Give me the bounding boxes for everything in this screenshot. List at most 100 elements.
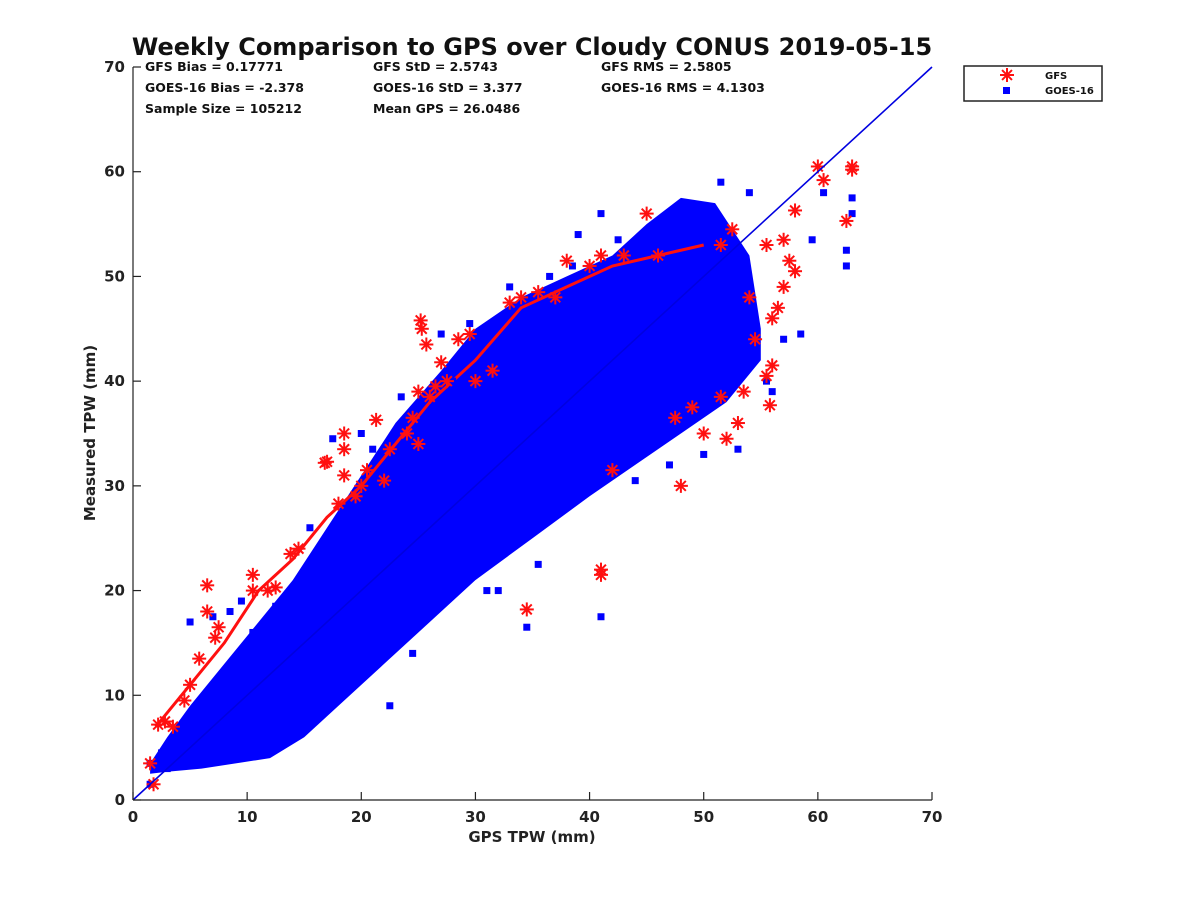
gfs-point [146, 777, 161, 792]
gfs-dense-fringe [154, 243, 705, 728]
x-tick-label: 50 [693, 808, 714, 826]
gfs-point [337, 468, 352, 483]
goes-16-point [808, 236, 816, 244]
x-ticks: 0 10 20 30 40 50 60 70 [128, 792, 942, 826]
stat-gfs-std: GFS StD = 2.5743 [373, 59, 498, 74]
gfs-point [354, 478, 369, 493]
goes-16-point [437, 330, 445, 338]
gfs-point [283, 546, 298, 561]
gfs-point [268, 580, 283, 595]
y-tick-label: 10 [104, 686, 125, 704]
goes-16-point [420, 597, 428, 605]
gfs-point [593, 562, 608, 577]
goes-16-point [842, 246, 850, 254]
gfs-point [531, 285, 546, 300]
axes: 0 10 20 30 40 50 60 70 0 10 20 30 40 50 60 70 [104, 58, 942, 826]
gfs-point [462, 327, 477, 342]
legend-gfs-asterisk [1000, 68, 1014, 82]
legend-goes-label: GOES-16 [1045, 86, 1094, 97]
x-tick-label: 60 [807, 808, 828, 826]
goes-16-point [768, 388, 776, 396]
gfs-point [414, 321, 429, 336]
goes-16-point [369, 445, 377, 453]
goes-16-point [780, 335, 788, 343]
goes-16-point [483, 587, 491, 595]
gfs-point [245, 583, 260, 598]
chart-title: Weekly Comparison to GPS over Cloudy CON… [132, 33, 932, 61]
y-tick-label: 40 [104, 372, 125, 390]
gfs-point [331, 496, 346, 511]
goes-16-point [631, 477, 639, 485]
gfs-point [439, 374, 454, 389]
gfs-point [200, 604, 215, 619]
gfs-point [616, 248, 631, 263]
gfs-point [419, 337, 434, 352]
x-tick-label: 10 [237, 808, 258, 826]
goes-16-point [734, 445, 742, 453]
legend-box [963, 65, 1103, 102]
goes-16-point [186, 618, 194, 626]
dense-point-clouds [150, 197, 761, 774]
goes-16-point [249, 628, 257, 636]
gfs-point [762, 398, 777, 413]
gfs-point [713, 389, 728, 404]
goes-16-point [158, 749, 166, 757]
gfs-point [788, 203, 803, 218]
gfs-point [742, 290, 757, 305]
gfs-point [399, 426, 414, 441]
gfs-point [776, 232, 791, 247]
gfs-point [428, 379, 443, 394]
gfs-point [685, 400, 700, 415]
goes-16-point [597, 613, 605, 621]
gfs-point [559, 253, 574, 268]
gfs-point [548, 290, 563, 305]
y-ticks: 0 10 20 30 40 50 60 70 [104, 58, 141, 809]
gfs-point [143, 756, 158, 771]
gfs-point [770, 300, 785, 315]
one-to-one-line [132, 66, 933, 801]
y-tick-label: 0 [115, 791, 125, 809]
stat-gfs-bias: GFS Bias = 0.17771 [145, 59, 283, 74]
gfs-point [736, 384, 751, 399]
gfs-point [183, 677, 198, 692]
gfs-point [348, 489, 363, 504]
y-tick-label: 50 [104, 267, 125, 285]
gfs-point [165, 719, 180, 734]
legend-gfs-marker [1000, 68, 1014, 82]
scatter-points [143, 159, 860, 792]
gfs-point [411, 436, 426, 451]
gfs-point [200, 578, 215, 593]
gfs-point [320, 454, 335, 469]
gfs-point [157, 714, 172, 729]
gfs-point [519, 602, 534, 617]
gfs-point [582, 258, 597, 273]
gfs-point [291, 541, 306, 556]
gfs-point [211, 620, 226, 635]
gfs-point [369, 412, 384, 427]
gfs-point [696, 426, 711, 441]
gfs-point [782, 253, 797, 268]
y-axis-label: Measured TPW (mm) [81, 345, 99, 521]
gfs-point [673, 478, 688, 493]
gfs-point [651, 248, 666, 263]
gfs-point [765, 358, 780, 373]
y-tick-label: 70 [104, 58, 125, 76]
stat-gfs-rms: GFS RMS = 2.5805 [601, 59, 732, 74]
gfs-point [748, 332, 763, 347]
goes-16-point [306, 524, 314, 532]
y-tick-label: 20 [104, 582, 125, 600]
goes-16-point [466, 320, 474, 328]
gfs-point [765, 311, 780, 326]
stat-goes-rms: GOES-16 RMS = 4.1303 [601, 80, 765, 95]
gfs-point [605, 463, 620, 478]
gfs-point [434, 355, 449, 370]
stat-mean-gps: Mean GPS = 26.0486 [373, 101, 520, 116]
goes-16-point [717, 178, 725, 186]
goes-16-point [683, 199, 691, 207]
gfs-point [730, 416, 745, 431]
goes-16-point [665, 461, 673, 469]
gfs-point [245, 567, 260, 582]
goes-16-point [842, 262, 850, 270]
gfs-point [451, 332, 466, 347]
